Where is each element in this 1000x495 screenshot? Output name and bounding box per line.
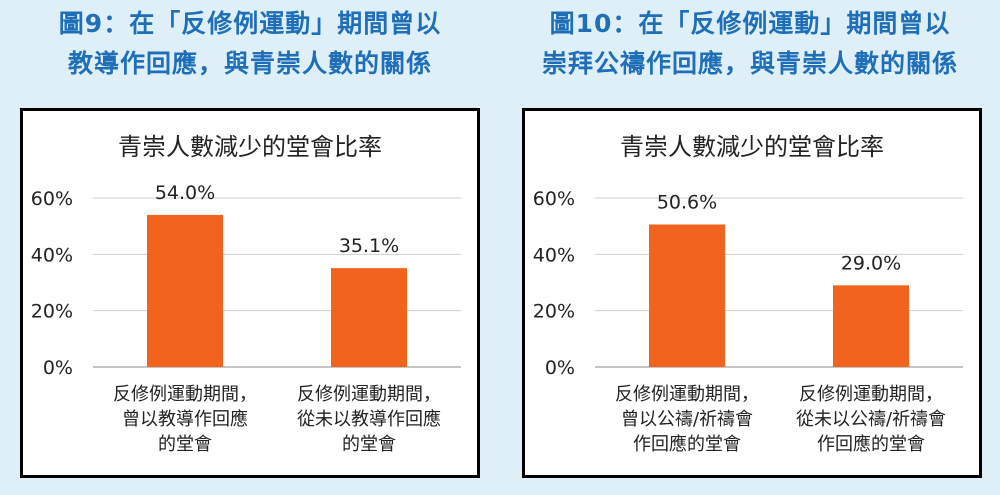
- category-label: 作回應的堂會: [817, 433, 925, 455]
- y-tick-label: 0%: [43, 357, 73, 379]
- figure-10: 圖10：在「反修例運動」期間曾以 崇拜公禱作回應，與青崇人數的關係 青崇人數減少…: [500, 0, 1000, 495]
- bar: [331, 268, 407, 367]
- y-tick-label: 60%: [533, 188, 575, 210]
- figure-title-line-1: 圖10：在「反修例運動」期間曾以: [549, 9, 951, 38]
- category-label: 反修例運動期間，: [297, 384, 441, 405]
- chart-frame: 青崇人數減少的堂會比率 0% 20% 40% 60% 50.6% 反修例運動期間， 曾以公禱/…: [522, 108, 982, 478]
- category-label: 反修例運動期間，: [113, 384, 257, 405]
- bar: [147, 214, 223, 367]
- category-label: 的堂會: [342, 434, 396, 455]
- category-label: 從未以教導作回應: [297, 408, 441, 430]
- category-label: 從未以公禱/祈禱會: [796, 409, 946, 430]
- data-label: 35.1%: [339, 235, 399, 257]
- chart-frame: 青崇人數減少的堂會比率 0% 20% 40% 60% 54.0% 反修例運動期間， 曾以教導作…: [20, 108, 480, 478]
- category-label: 作回應的堂會: [633, 433, 741, 455]
- chart-title: 青崇人數減少的堂會比率: [118, 133, 382, 161]
- y-tick-label: 60%: [31, 188, 73, 210]
- y-tick-label: 40%: [533, 244, 575, 266]
- category-label: 曾以公禱/祈禱會: [621, 409, 753, 430]
- figure-title: 圖10：在「反修例運動」期間曾以 崇拜公禱作回應，與青崇人數的關係: [500, 4, 1000, 84]
- y-tick-label: 20%: [533, 301, 575, 323]
- y-tick-label: 40%: [31, 244, 73, 266]
- bar: [649, 224, 725, 367]
- y-tick-label: 0%: [545, 357, 575, 379]
- chart-title: 青崇人數減少的堂會比率: [620, 133, 884, 161]
- category-label: 反修例運動期間，: [615, 384, 759, 405]
- figure-title-line-2: 崇拜公禱作回應，與青崇人數的關係: [541, 49, 958, 78]
- bar-chart: 青崇人數減少的堂會比率 0% 20% 40% 60% 50.6% 反修例運動期間， 曾以公禱/…: [533, 133, 963, 455]
- figure-title: 圖9：在「反修例運動」期間曾以 教導作回應，與青崇人數的關係: [0, 4, 500, 84]
- category-label: 的堂會: [158, 434, 212, 455]
- figure-title-line-1: 圖9：在「反修例運動」期間曾以: [58, 9, 442, 38]
- y-tick-label: 20%: [31, 301, 73, 323]
- bar-chart: 青崇人數減少的堂會比率 0% 20% 40% 60% 54.0% 反修例運動期間， 曾以教導作…: [31, 133, 461, 455]
- figure-9: 圖9：在「反修例運動」期間曾以 教導作回應，與青崇人數的關係 青崇人數減少的堂會…: [0, 4, 500, 478]
- category-label: 曾以教導作回應: [122, 408, 248, 430]
- data-label: 54.0%: [155, 182, 215, 204]
- data-label: 50.6%: [657, 191, 717, 213]
- bar: [833, 285, 909, 367]
- category-label: 反修例運動期間，: [799, 384, 943, 405]
- data-label: 29.0%: [841, 252, 901, 274]
- figure-title-line-2: 教導作回應，與青崇人數的關係: [67, 49, 432, 78]
